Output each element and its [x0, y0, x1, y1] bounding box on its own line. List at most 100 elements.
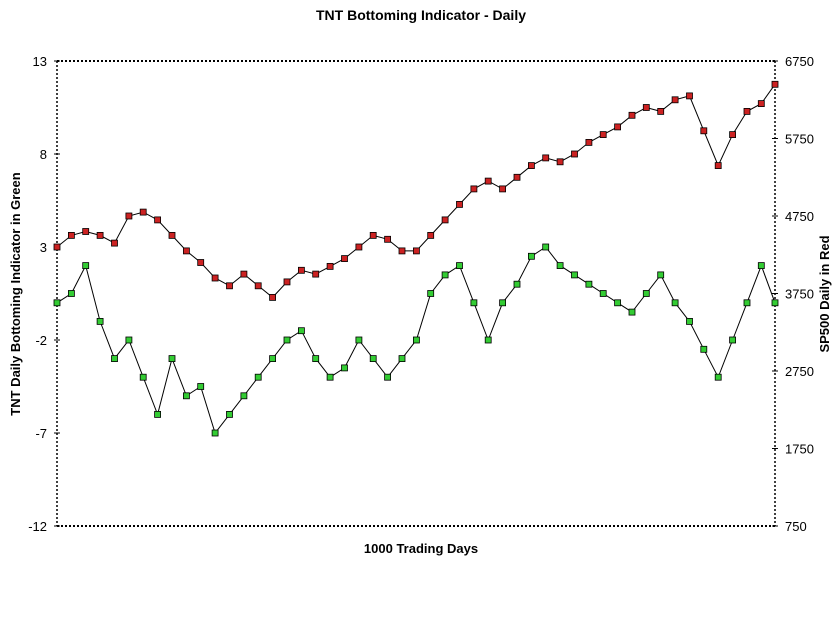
tnt-point: [628, 308, 636, 316]
sp500-point: [642, 104, 650, 111]
chart-title: TNT Bottoming Indicator - Daily: [316, 7, 526, 23]
sp500-point: [384, 235, 392, 243]
tnt-point: [211, 429, 219, 437]
left-tick-label: -7: [35, 426, 47, 441]
tnt-point: [542, 243, 550, 251]
sp500-point: [528, 162, 535, 170]
tnt-point: [96, 317, 104, 325]
right-tick-label: 6750: [785, 54, 814, 69]
tnt-point: [355, 336, 363, 344]
tnt-point: [326, 373, 334, 381]
left-tick-label: 13: [33, 54, 47, 69]
sp500-point: [355, 243, 363, 251]
tnt-point: [614, 299, 621, 307]
plot-area: [56, 60, 776, 527]
tnt-point: [599, 290, 607, 297]
sp500-point: [686, 92, 693, 100]
sp500-point: [168, 231, 176, 239]
sp500-point: [729, 131, 736, 139]
sp500-point: [182, 247, 190, 255]
tnt-point: [53, 299, 61, 307]
sp500-point: [226, 282, 233, 290]
right-tick-label: 5750: [785, 132, 814, 147]
sp500-point: [341, 255, 348, 263]
sp500-point: [456, 200, 463, 208]
tnt-point: [757, 262, 765, 270]
tnt-point: [441, 271, 449, 279]
sp500-point: [427, 231, 435, 239]
tnt-point: [226, 410, 233, 418]
sp500-point: [628, 111, 636, 119]
sp500-point: [585, 138, 593, 146]
sp500-point: [700, 127, 708, 135]
tnt-point: [585, 280, 593, 288]
tnt-point: [369, 355, 377, 363]
right-tick-label: 750: [785, 519, 807, 534]
tnt-point: [671, 299, 679, 307]
right-axis-title: SP500 Daily in Red: [817, 235, 832, 352]
tnt-point: [714, 373, 722, 381]
tnt-point: [82, 262, 90, 270]
sp500-point: [154, 216, 162, 224]
tnt-point: [771, 299, 779, 307]
tnt-point: [700, 345, 708, 353]
sp500-point: [111, 239, 118, 247]
tnt-point: [154, 410, 162, 418]
right-axis-ticks: 6750 5750 4750 3750 2750 1750 750: [772, 54, 814, 534]
sp500-point: [470, 185, 478, 193]
sp500-point: [412, 247, 420, 255]
tnt-point: [269, 355, 277, 363]
tnt-point: [456, 262, 463, 270]
sp500-point: [556, 158, 564, 166]
x-axis-title: 1000 Trading Days: [364, 541, 478, 556]
sp500-point: [82, 228, 90, 235]
sp500-point: [369, 231, 377, 239]
right-tick-label: 3750: [785, 287, 814, 302]
tnt-point: [297, 327, 305, 335]
series-tnt-indicator: [53, 243, 779, 437]
sp500-point: [499, 185, 507, 193]
tnt-point: [182, 392, 190, 400]
tnt-point: [743, 299, 751, 307]
sp500-point: [657, 108, 665, 115]
sp500-point: [240, 270, 248, 278]
left-tick-label: -12: [28, 519, 47, 534]
tnt-point: [139, 373, 147, 381]
tnt-point: [125, 336, 133, 344]
sp500-point: [312, 270, 320, 278]
tnt-point: [68, 290, 75, 297]
tnt-point: [197, 383, 205, 390]
left-axis-ticks: 13 8 3 -2 -7 -12: [28, 54, 60, 534]
tnt-point: [412, 336, 420, 344]
tnt-point: [729, 336, 736, 344]
right-tick-label: 4750: [785, 209, 814, 224]
tnt-point: [384, 373, 392, 381]
tnt-point: [571, 271, 578, 279]
sp500-point: [297, 266, 305, 274]
sp500-point: [484, 177, 492, 185]
tnt-point: [470, 299, 478, 307]
sp500-point: [68, 231, 75, 239]
sp500-point: [197, 259, 205, 266]
tnt-point: [499, 299, 507, 307]
tnt-point: [427, 290, 435, 297]
left-tick-label: 3: [40, 240, 47, 255]
tnt-point: [642, 290, 650, 297]
sp500-point: [269, 293, 277, 301]
sp500-point: [211, 274, 219, 282]
left-tick-label: -2: [35, 333, 47, 348]
tnt-point: [111, 355, 118, 363]
sp500-point: [283, 278, 291, 286]
tnt-point: [686, 317, 693, 325]
sp500-point: [714, 162, 722, 170]
tnt-point: [556, 262, 564, 270]
tnt-point: [312, 355, 320, 363]
sp500-point: [513, 173, 521, 181]
sp500-point: [599, 131, 607, 139]
series-sp500: [53, 80, 779, 301]
tnt-point: [398, 355, 406, 363]
sp500-point: [398, 247, 406, 255]
sp500-point: [671, 96, 679, 104]
tnt-point: [657, 271, 665, 279]
